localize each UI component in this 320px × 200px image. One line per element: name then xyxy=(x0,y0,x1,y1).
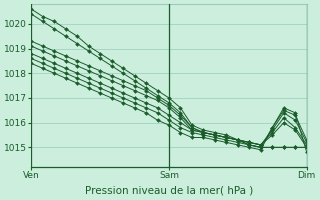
X-axis label: Pression niveau de la mer( hPa ): Pression niveau de la mer( hPa ) xyxy=(85,186,253,196)
